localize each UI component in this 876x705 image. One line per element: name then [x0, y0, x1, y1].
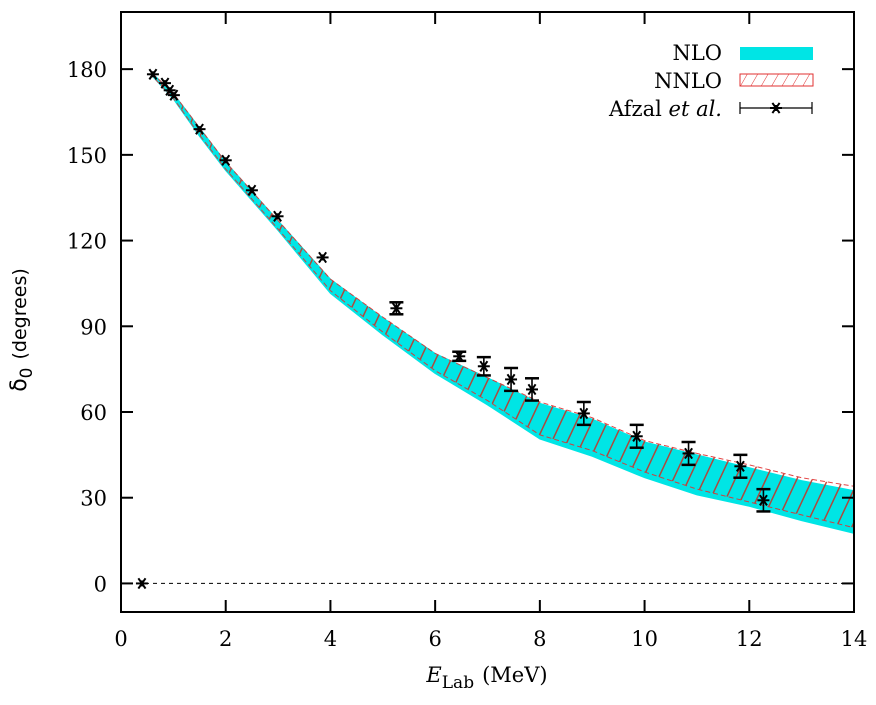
y-axis-label-unit: (degrees) [9, 268, 31, 359]
data-point [167, 89, 180, 101]
y-tick-label: 60 [80, 401, 107, 425]
legend-swatch-nlo [740, 47, 813, 60]
y-tick-label: 0 [94, 572, 107, 596]
data-point [757, 494, 770, 506]
legend-asterisk [770, 102, 782, 114]
data-point [505, 373, 518, 386]
x-tick-label: 6 [428, 627, 441, 651]
legend-entry-nnlo: NNLO [654, 69, 814, 93]
y-tick-label: 90 [80, 315, 107, 339]
legend-label-afzal: Afzal et al. [608, 97, 722, 121]
data-point [271, 210, 284, 222]
y-tick-label: 30 [80, 487, 107, 511]
x-tick-label: 2 [219, 627, 232, 651]
x-axis-label: ELab (MeV) [425, 663, 547, 693]
data-point [630, 430, 643, 442]
data-points [135, 68, 771, 590]
bands [151, 72, 854, 534]
x-axis-label-main: E [425, 663, 441, 687]
legend-entry-afzal: Afzal et al. [608, 97, 813, 121]
x-tick-label: 8 [533, 627, 546, 651]
y-tick-label: 180 [67, 58, 107, 82]
plot-area [121, 68, 854, 590]
y-axis-label-sub: 0 [17, 368, 37, 379]
plot-frame [120, 11, 855, 613]
x-axis-ticks: 0 2 4 6 8 10 12 14 [114, 12, 867, 651]
data-point [219, 154, 232, 166]
legend-swatch-nnlo [739, 73, 814, 87]
x-tick-label: 10 [631, 627, 658, 651]
x-tick-label: 12 [736, 627, 763, 651]
legend-entry-nlo: NLO [672, 41, 813, 65]
x-axis-label-unit: (MeV) [482, 663, 547, 687]
x-tick-label: 14 [841, 627, 868, 651]
y-axis-ticks: 0 30 60 90 120 150 180 [67, 58, 854, 596]
y-axis-label: δ0 (degrees) [7, 268, 37, 392]
legend-label-afzal-etal: et al. [669, 97, 722, 121]
data-point [390, 302, 403, 314]
data-point [734, 460, 747, 472]
data-point [526, 383, 539, 396]
band-nnlo [151, 72, 854, 529]
legend-asterisk-marker [770, 102, 782, 114]
data-point [316, 251, 329, 264]
x-tick-label: 0 [114, 627, 127, 651]
data-point [135, 577, 148, 590]
data-point [146, 68, 159, 80]
x-axis-label-sub: Lab [442, 673, 474, 693]
data-point [453, 350, 466, 362]
data-point [158, 77, 171, 89]
legend: NLO NNLO Afzal et al. [608, 41, 814, 121]
legend-label-afzal-name: Afzal [608, 97, 662, 121]
data-point [682, 447, 695, 460]
y-axis-label-main: δ [7, 378, 32, 391]
data-point [193, 123, 206, 135]
data-point [577, 407, 590, 420]
x-tick-label: 4 [324, 627, 337, 651]
band-nlo [151, 72, 854, 534]
legend-label-nnlo: NNLO [654, 69, 722, 93]
y-tick-label: 150 [67, 144, 107, 168]
y-tick-label: 120 [67, 230, 107, 254]
data-point [245, 184, 258, 196]
data-point [477, 360, 490, 372]
legend-label-nlo: NLO [672, 41, 722, 65]
